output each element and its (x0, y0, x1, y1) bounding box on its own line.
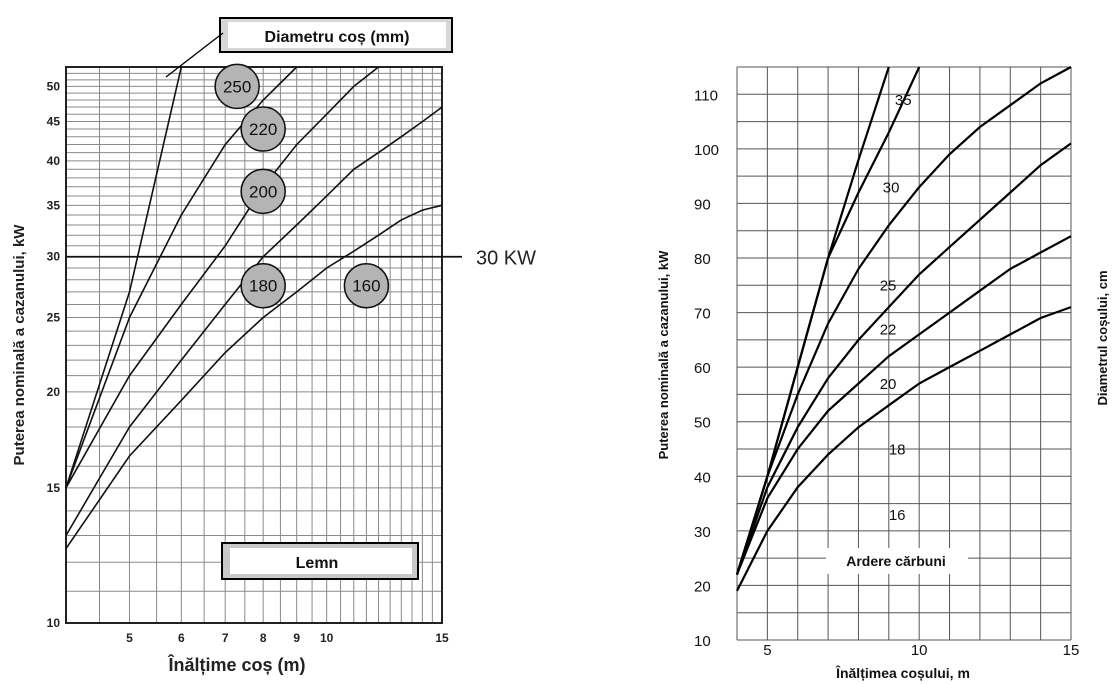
left-badge-label: 250 (223, 77, 251, 96)
right-curve-label-25: 25 (880, 278, 897, 295)
right-y-tick: 20 (694, 578, 711, 595)
left-curve-200 (65, 66, 379, 489)
left-curve-250 (65, 66, 183, 489)
left-badge-180 (240, 262, 286, 309)
left-grid (65, 66, 443, 624)
right-y-tick: 70 (694, 306, 711, 323)
left-legend-box: Diametru coș (mm) (165, 17, 453, 78)
left-badge-160 (343, 262, 390, 309)
right-y-tick-labels: 10 20 30 40 50 60 70 80 90 100 110 (694, 87, 719, 650)
right-y-tick: 40 (694, 469, 711, 486)
right-fuel-label-background (826, 548, 968, 574)
right-curve-22 (735, 142, 1072, 575)
left-x-tick: 9 (293, 631, 300, 645)
left-y-tick: 15 (47, 481, 61, 495)
left-y-tick: 25 (47, 311, 61, 325)
left-curve-180 (65, 106, 443, 536)
left-x-tick: 6 (178, 631, 185, 645)
right-x-tick: 5 (763, 642, 771, 659)
left-badge-250 (214, 63, 260, 110)
right-x-tick-labels: 5 10 15 (763, 642, 1079, 659)
right-y-tick: 110 (694, 87, 718, 104)
right-y-tick: 10 (694, 633, 711, 650)
left-fuel-box: Lemn (221, 542, 419, 580)
left-badge-200 (240, 168, 286, 215)
left-x-tick: 8 (260, 631, 267, 645)
left-y-axis-label: Puterea nominală a cazanului, kW (11, 224, 28, 466)
left-y-tick: 30 (47, 250, 61, 264)
right-curve-labels: 35 30 25 22 20 18 16 (880, 92, 912, 524)
right-y-axis-label: Puterea nominală a cazanului, kW (656, 250, 671, 460)
left-curve-220 (65, 66, 298, 489)
left-x-tick: 10 (320, 631, 334, 645)
right-curve-label-16: 16 (889, 507, 906, 524)
left-x-tick-labels: 5 6 7 8 9 10 15 (126, 631, 449, 645)
right-y-tick: 100 (694, 142, 719, 159)
left-x-tick: 5 (126, 631, 133, 645)
right-curve-label-35: 35 (895, 92, 912, 109)
right-x-tick: 15 (1063, 642, 1080, 659)
left-x-tick: 7 (222, 631, 229, 645)
left-y-tick: 50 (47, 79, 61, 93)
right-y-tick: 30 (694, 524, 711, 541)
right-secondary-axis-label: Diametrul coșului, cm (1095, 270, 1110, 405)
left-reference-label: 30 KW (476, 248, 536, 270)
left-y-tick: 35 (47, 198, 61, 212)
right-curves (735, 66, 1072, 592)
left-y-tick: 40 (47, 154, 61, 168)
left-y-tick: 45 (47, 115, 61, 129)
right-curve-16 (736, 306, 1072, 592)
right-curve-label-30: 30 (883, 180, 900, 197)
right-y-tick: 50 (694, 415, 711, 432)
left-plot-frame (65, 66, 443, 624)
left-badge-label: 180 (249, 277, 277, 296)
coal-chimney-chart: 5 10 15 10 20 30 40 50 60 70 80 90 100 110 35 30 25 22 2… (656, 66, 1110, 681)
right-curve-20 (735, 235, 1072, 575)
right-curve-label-20: 20 (880, 376, 897, 393)
right-curve-label-22: 22 (880, 321, 897, 338)
left-legend-leader-line (165, 32, 224, 78)
right-x-axis-label: Înălțimea coșului, m (835, 664, 970, 681)
left-curves (65, 66, 443, 550)
left-badge-label: 160 (352, 277, 380, 296)
right-grid (736, 66, 1072, 641)
right-fuel-label: Ardere cărbuni (846, 553, 946, 569)
wood-chimney-chart: 30 KW 5 6 7 8 9 10 15 10 15 20 25 30 35 40 45 50 250 22… (11, 17, 536, 675)
right-curve-label-18: 18 (889, 441, 906, 458)
left-y-tick: 10 (47, 616, 61, 630)
left-badge-220 (240, 106, 286, 152)
left-y-tick: 20 (47, 385, 61, 399)
left-fuel-label: Lemn (296, 555, 339, 572)
left-reference-line-group: 30 KW (66, 248, 536, 270)
right-y-tick: 80 (694, 251, 711, 268)
left-diameter-badges: 250 220 200 180 160 (214, 63, 390, 309)
left-legend-title: Diametru coș (mm) (265, 29, 410, 46)
right-curve-25 (735, 66, 1072, 575)
left-curve-160 (65, 204, 443, 550)
left-badge-label: 200 (249, 182, 277, 201)
right-y-tick: 90 (694, 196, 711, 213)
left-x-tick: 15 (435, 631, 449, 645)
left-y-tick-labels: 10 15 20 25 30 35 40 45 50 (47, 79, 61, 630)
left-x-axis-label: Înălțime coș (m) (167, 654, 305, 675)
right-x-tick: 10 (911, 642, 928, 659)
right-y-tick: 60 (694, 360, 711, 377)
left-badge-label: 220 (249, 120, 277, 139)
